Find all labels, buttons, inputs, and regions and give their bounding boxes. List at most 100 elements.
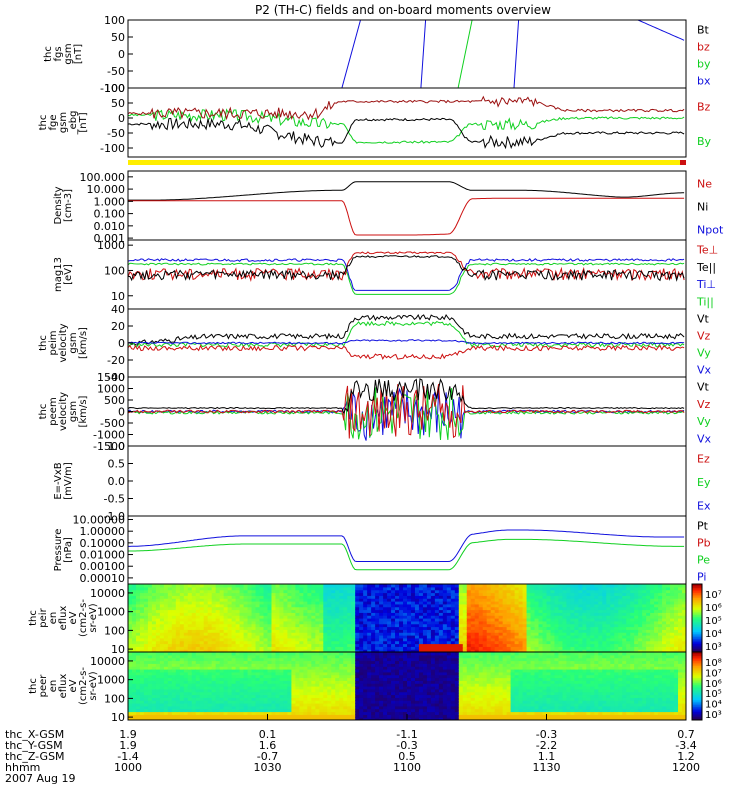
x-axis-value: 1000	[114, 761, 142, 774]
x-axis-value: 0.5	[398, 750, 416, 763]
y-axis-label-line: gsm	[63, 43, 74, 64]
y-axis-label-line: _ebg	[68, 111, 79, 136]
legend-entry: Pi	[697, 571, 706, 584]
colorbar-tick-label: 10⁶	[705, 603, 722, 614]
x-axis-row-label: hhmm	[5, 761, 40, 774]
y-tick-label: 0.5	[108, 458, 126, 471]
panel-E-field: 1.0 0.5 0.0 -0.5 -1.0 E=-VxB [mV/m] Ez Ey Ex	[53, 440, 711, 523]
y-axis-label-line: fge	[48, 114, 59, 130]
y-tick-label: -1000	[93, 429, 125, 442]
legend-entry: Npot	[697, 224, 724, 237]
y-axis-label-line: Density	[53, 186, 64, 224]
legend-entry: Vy	[697, 347, 711, 360]
x-axis-value: -2.2	[536, 739, 557, 752]
y-axis-label-line: [nT]	[73, 44, 84, 64]
x-axis-value: 1.9	[119, 739, 137, 752]
y-tick-label: 100	[104, 692, 125, 705]
y-tick-label: 0.00010	[80, 572, 126, 585]
panel-pressure: 10.000001.000000.100000.010000.001000.00…	[53, 514, 711, 585]
y-axis-label: thc peem velocity gsm [km/s]	[38, 392, 89, 431]
y-tick-label: 0	[118, 112, 125, 125]
y-axis-label: thc peim velocity gsm [km/s]	[38, 323, 89, 362]
y-tick-label: 50	[111, 97, 125, 110]
legend-entry: Te||	[696, 261, 716, 274]
y-axis-label-line: gsm	[58, 112, 69, 133]
y-tick-label: 0	[118, 48, 125, 61]
trace-line	[128, 378, 685, 415]
colorbar-tick-label: 10⁵	[705, 616, 722, 627]
colorbar-tick-label: 10⁶	[705, 679, 722, 690]
y-tick-label: 100	[104, 14, 125, 27]
y-axis-label-line: thc	[38, 115, 49, 131]
y-tick-label: 40	[111, 303, 125, 316]
y-tick-label: 100	[104, 82, 125, 95]
x-axis-value: 1200	[672, 761, 700, 774]
legend-entry: bx	[697, 75, 711, 88]
y-axis-label-line: (cm2-s-	[78, 667, 89, 705]
trace-line	[128, 262, 685, 295]
y-tick-label: 0	[118, 406, 125, 419]
y-tick-label: 100	[104, 624, 125, 637]
y-axis-label-line: E=-VxB	[53, 462, 64, 499]
y-axis-label-line: [mV/m]	[63, 462, 74, 500]
x-axis-value: -1.1	[396, 728, 417, 741]
colorbar-tick-label: 10³	[705, 710, 722, 721]
y-axis-label: thc peir en eflux eV (cm2-s-sr-eV)	[28, 599, 99, 637]
y-axis-label-line: gsm	[68, 401, 79, 422]
y-axis-label-line: [nT]	[78, 112, 89, 132]
y-axis-label-line: sr-eV)	[88, 603, 99, 632]
trace-line	[128, 95, 685, 121]
x-axis-value: -1.4	[117, 750, 138, 763]
y-axis-label: Pressure [nPa]	[53, 529, 74, 572]
y-tick-label: -20	[107, 354, 125, 367]
colorbar-tick-label: 10⁵	[705, 689, 722, 700]
y-axis-label: mag13 [eV]	[53, 257, 74, 292]
panel-peim-velocity: 40 20 0 -20 -40 thc peim velocity gsm [km/s] Vt Vz V…	[38, 303, 712, 384]
y-tick-label: 1.00000	[80, 525, 126, 538]
trace-line	[341, 20, 361, 88]
legend-entry: Vt	[697, 381, 710, 394]
legend-entry: By	[697, 135, 712, 148]
y-tick-label: 100	[104, 264, 125, 277]
y-tick-label: 0.001	[94, 232, 126, 245]
panel-peir: 10⁷ 10⁶ 10⁵ 10⁴ 10³ 10000 1000 100 10 thc peir en ef…	[28, 583, 722, 656]
y-tick-label: 100.000	[80, 171, 126, 184]
y-tick-label: 1500	[97, 371, 125, 384]
legend-entry: Ex	[697, 499, 711, 512]
colorbar-tick-label: 10⁴	[705, 700, 722, 711]
y-axis-label-line: eV	[68, 679, 79, 692]
trace-line	[128, 529, 685, 562]
panel-temperature: 1000 100 10 mag13 [eV] Te⊥ Te|| Ti⊥ Ti||	[53, 239, 718, 310]
y-axis-label-line: eV	[68, 611, 79, 624]
legend-entry: Vz	[697, 330, 711, 343]
y-axis-label-line: thc	[28, 610, 39, 626]
colorbar-tick-label: 10⁷	[705, 668, 722, 679]
y-tick-label: 10	[111, 290, 125, 303]
colorbar-tick-label: 10³	[705, 642, 722, 653]
y-axis-label-line: [cm-3]	[63, 189, 74, 222]
y-axis-label-line: thc	[28, 678, 39, 694]
x-axis-value: 1.6	[259, 739, 277, 752]
y-axis-label-line: thc	[43, 46, 54, 62]
y-tick-label: 0.01000	[80, 549, 126, 562]
y-axis-label-line: fgs	[53, 46, 64, 61]
x-axis-row-label: 2007 Aug 19	[5, 772, 75, 785]
trace-line	[128, 255, 685, 282]
x-axis-value: -0.7	[257, 750, 278, 763]
legend-entry: Vx	[697, 432, 712, 445]
y-axis-label: thc peer en eflux eV (cm2-s-sr-eV)	[28, 667, 99, 705]
legend-entry: Bz	[697, 100, 711, 113]
trace-line	[128, 108, 685, 144]
x-axis-row-label: thc_X-GSM	[5, 728, 64, 741]
y-axis-label-line: peim	[48, 330, 59, 355]
trace-line	[457, 20, 473, 88]
y-tick-label: -40	[107, 371, 125, 384]
y-tick-label: 10000	[90, 655, 125, 668]
y-tick-label: 20	[111, 320, 125, 333]
y-axis-label-line: en	[48, 680, 59, 693]
y-axis-label-line: thc	[38, 335, 49, 351]
